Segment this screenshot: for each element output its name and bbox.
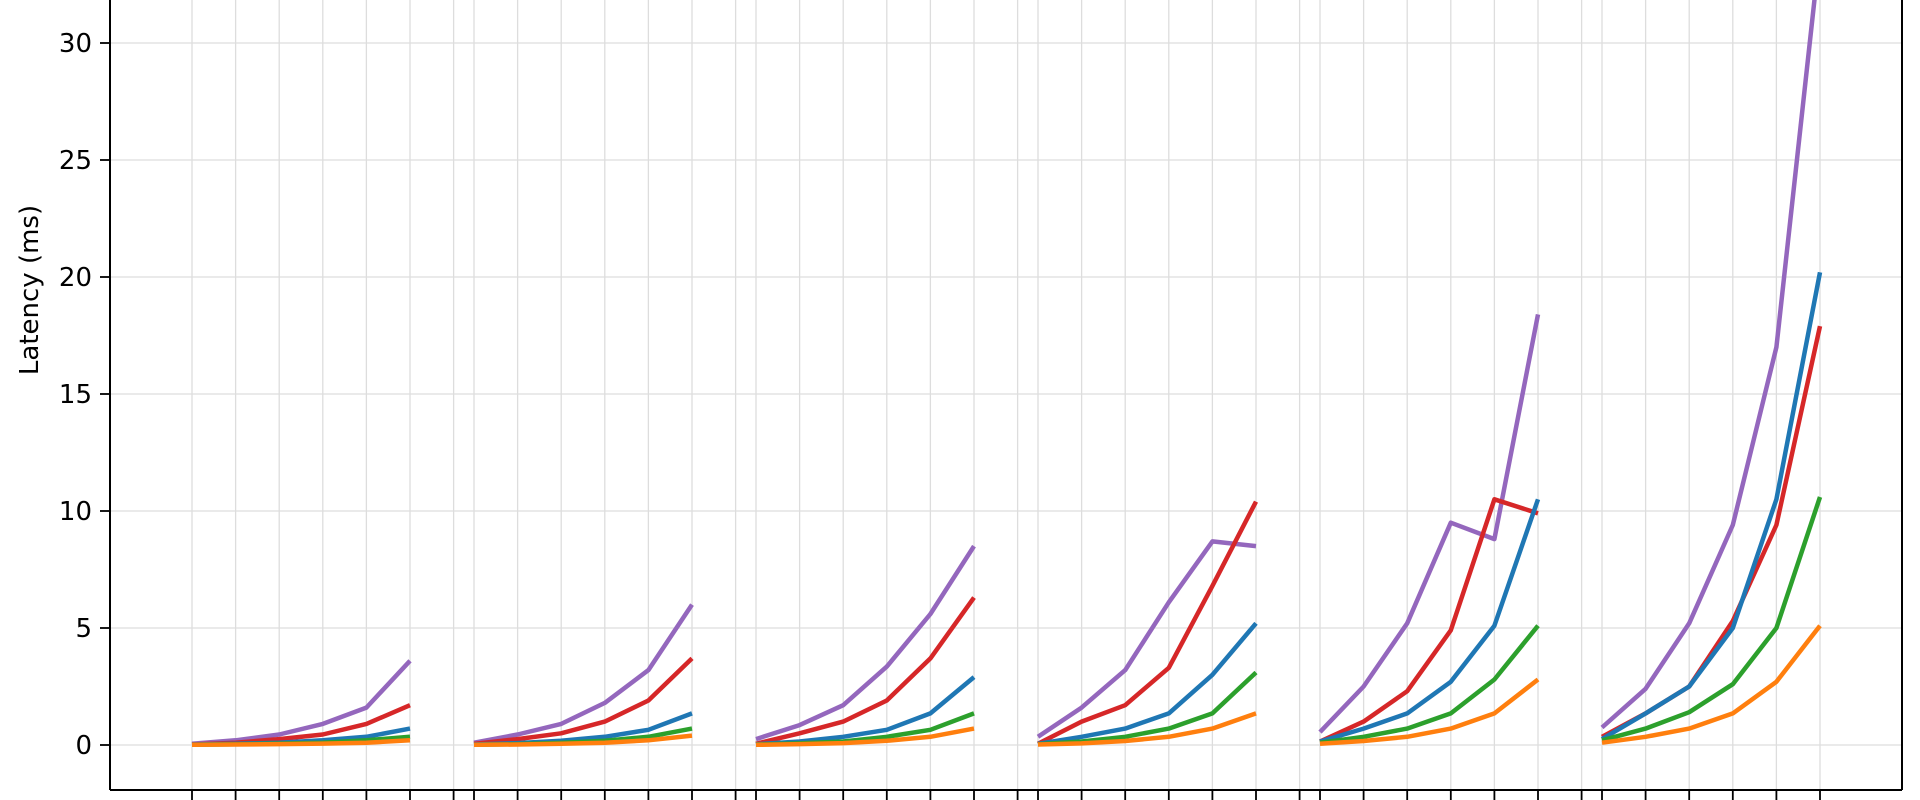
series-lines — [191, 0, 1823, 748]
series-line-orange — [1601, 624, 1822, 745]
series-line-orange — [755, 726, 975, 748]
series-line-blue — [1600, 271, 1823, 742]
series-line-red — [1036, 500, 1258, 746]
series-line-green — [1601, 496, 1823, 743]
series-line-red — [473, 656, 694, 747]
axes: 0 5 10 15 20 25 30 — [59, 0, 1903, 800]
series-line-purple — [473, 603, 694, 745]
grid — [110, 0, 1902, 790]
series-line-purple — [1600, 0, 1817, 730]
series-line-orange — [191, 738, 411, 748]
series-line-red — [1600, 325, 1823, 739]
series-line-red — [755, 596, 976, 746]
y-axis-label: Latency (ms) — [15, 205, 45, 375]
y-tick-label: 5 — [75, 614, 92, 644]
series-line-green — [1037, 670, 1258, 747]
series-line-red — [1319, 497, 1539, 744]
y-tick-label: 15 — [59, 380, 92, 410]
series-line-orange — [1319, 677, 1540, 747]
series-line-blue — [1037, 621, 1258, 747]
y-tick-label: 25 — [59, 146, 92, 176]
series-line-purple — [1036, 539, 1257, 739]
y-tick-label: 20 — [59, 263, 92, 293]
y-tick-label: 10 — [59, 497, 92, 527]
series-line-orange — [1037, 711, 1257, 747]
y-tick-label: 0 — [75, 731, 92, 761]
series-line-purple — [755, 544, 976, 742]
series-line-green — [1319, 624, 1540, 745]
series-line-purple — [191, 659, 412, 747]
series-line-blue — [1319, 498, 1541, 744]
y-tick-label: 30 — [59, 29, 92, 59]
series-line-orange — [473, 733, 693, 748]
